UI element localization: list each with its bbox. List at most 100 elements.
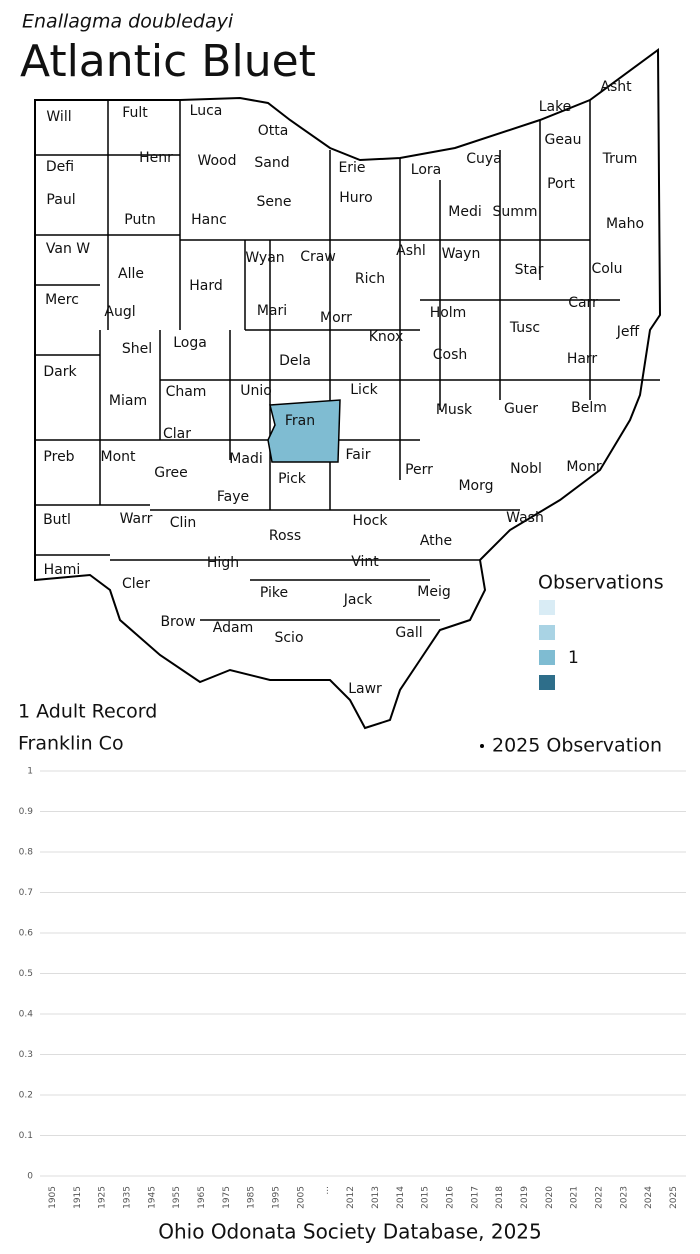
y-tick-label: 0.3 xyxy=(19,1050,33,1060)
county-label: Butl xyxy=(43,512,71,528)
county-label: Summ xyxy=(492,204,537,220)
x-tick-label: 2016 xyxy=(445,1186,455,1209)
legend-title: Observations xyxy=(538,572,664,594)
y-tick-label: 0.7 xyxy=(19,888,33,898)
x-tick-label: 2015 xyxy=(421,1186,431,1209)
county-label: Fult xyxy=(122,105,148,121)
county-label: Perr xyxy=(405,462,433,478)
subtitle: Enallagma doubledayi xyxy=(22,11,234,33)
county-label: Wood xyxy=(197,153,236,169)
county-label: Dela xyxy=(279,353,311,369)
title: Atlantic Bluet xyxy=(20,36,316,87)
x-tick-label: 2013 xyxy=(371,1186,381,1209)
county-label: Henr xyxy=(139,150,173,166)
county-label: Jeff xyxy=(616,324,640,340)
county-label: Knox xyxy=(369,329,403,345)
x-tick-label: 1985 xyxy=(247,1186,257,1209)
county-label: Lora xyxy=(411,162,441,178)
county-label: Lawr xyxy=(348,681,382,697)
county-label: Musk xyxy=(436,402,473,418)
county-label: Hami xyxy=(44,562,81,578)
y-tick-label: 0.6 xyxy=(19,929,34,939)
county-label: Cham xyxy=(166,384,207,400)
county-label: Ashl xyxy=(396,243,426,259)
ohio-outline xyxy=(34,48,662,730)
x-tick-label: 2012 xyxy=(346,1186,356,1209)
county-label: Unio xyxy=(240,383,272,399)
county-label: Medi xyxy=(448,204,481,220)
x-tick-label: 1925 xyxy=(98,1186,108,1209)
county-fill xyxy=(267,399,341,463)
county-label: Faye xyxy=(217,489,249,505)
legend-swatch xyxy=(539,675,555,690)
county-label: Merc xyxy=(45,292,79,308)
county-label: Will xyxy=(46,109,71,125)
county-label: Mari xyxy=(257,303,287,319)
county-label: Trum xyxy=(602,151,638,167)
y-tick-label: 1 xyxy=(27,767,33,777)
x-tick-label: ... xyxy=(321,1186,331,1195)
county-label: Harr xyxy=(567,351,598,367)
county-label: Monr xyxy=(566,459,602,475)
county-label: Luca xyxy=(190,103,223,119)
county-label: Pike xyxy=(260,585,288,601)
x-tick-label: 2019 xyxy=(520,1186,530,1209)
x-tick-label: 2005 xyxy=(296,1186,306,1209)
county-label: Hanc xyxy=(191,212,227,228)
x-tick-label: 1945 xyxy=(147,1186,157,1209)
x-tick-label: 2023 xyxy=(619,1186,629,1209)
chart-title: 1 Adult Record xyxy=(18,701,157,723)
x-tick-label: 2021 xyxy=(570,1186,580,1209)
county-label: Brow xyxy=(160,614,195,630)
y-tick-label: 0 xyxy=(27,1172,33,1182)
county-label: Star xyxy=(515,262,544,278)
county-borders xyxy=(35,100,660,621)
county-label: Dark xyxy=(43,364,77,380)
county-label: Clar xyxy=(163,426,191,442)
x-tick-label: 2017 xyxy=(470,1186,480,1209)
county-label: Loga xyxy=(173,335,207,351)
county-label: Lick xyxy=(350,382,378,398)
county-label: Alle xyxy=(118,266,144,282)
x-tick-label: 2020 xyxy=(545,1186,555,1209)
county-label: Gree xyxy=(154,465,188,481)
county-label: Adam xyxy=(213,620,253,636)
county-label: Port xyxy=(547,176,575,192)
x-tick-label: 1905 xyxy=(48,1186,58,1209)
county-label: Geau xyxy=(545,132,582,148)
county-label: Asht xyxy=(600,79,632,95)
x-tick-label: 1915 xyxy=(73,1186,83,1209)
source: Ohio Odonata Society Database, 2025 xyxy=(158,1220,542,1244)
chart-subtitle: Franklin Co xyxy=(18,733,124,755)
county-label: Huro xyxy=(339,190,372,206)
county-label: Hard xyxy=(189,278,223,294)
county-label: Cosh xyxy=(433,347,468,363)
county-label: Otta xyxy=(258,123,289,139)
county-label: Clin xyxy=(170,515,196,531)
county-label: Paul xyxy=(46,192,75,208)
county-label: Mont xyxy=(100,449,136,465)
county-label: Belm xyxy=(571,400,607,416)
x-tick-label: 2024 xyxy=(644,1186,654,1209)
county-label: Wayn xyxy=(442,246,481,262)
county-label: Holm xyxy=(430,305,467,321)
x-tick-label: 1965 xyxy=(197,1186,207,1209)
legend-label: 2025 Observation xyxy=(492,735,662,757)
county-label: Cuya xyxy=(466,151,502,167)
county-label: Scio xyxy=(274,630,303,646)
x-tick-label: 1975 xyxy=(222,1186,232,1209)
county-label: Morr xyxy=(320,310,352,326)
county-label: Carr xyxy=(568,295,598,311)
county-label: Gall xyxy=(395,625,422,641)
county-label: Erie xyxy=(338,160,365,176)
county-label: High xyxy=(207,555,239,571)
y-tick-label: 0.8 xyxy=(19,848,34,858)
county-label: Madi xyxy=(229,451,262,467)
county-label: Fair xyxy=(346,447,371,463)
county-label: Pick xyxy=(278,471,307,487)
legend-swatch xyxy=(539,600,555,615)
county-label: Morg xyxy=(458,478,493,494)
x-tick-label: 2025 xyxy=(669,1186,679,1209)
county-label: Defi xyxy=(46,159,74,175)
